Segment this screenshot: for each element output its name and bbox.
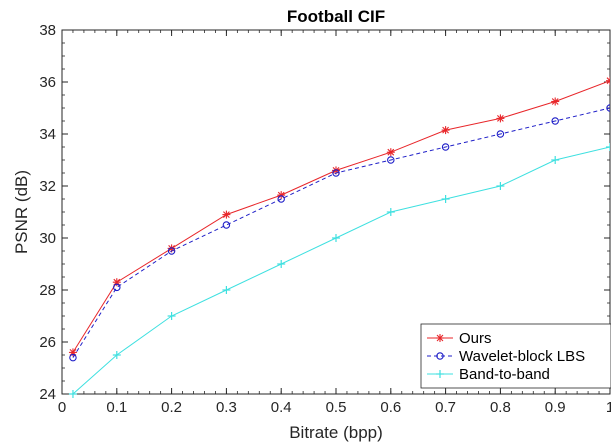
plot-axes: 0 0.1 0.2 0.3 0.4 0.5 0.6 0.7 0.8 0.9 1 24 26 28 30 32 3… <box>39 22 611 416</box>
y-tick-label: 24 <box>39 386 56 403</box>
x-tick-label: 0.9 <box>545 399 566 416</box>
y-tick-label: 30 <box>39 230 56 247</box>
data-point-wavelet-block-lbs <box>113 283 121 292</box>
series-ours <box>68 76 610 357</box>
y-tick-label: 26 <box>39 334 56 351</box>
series-line-wavelet-block-lbs <box>72 107 610 358</box>
circle-marker <box>496 130 505 138</box>
data-point-band-to-band <box>68 390 77 398</box>
legend-marker <box>436 370 444 378</box>
data-point-wavelet-block-lbs <box>167 247 176 255</box>
data-point-wavelet-block-lbs <box>69 353 77 362</box>
asterisk-marker-d2 <box>69 349 77 356</box>
circle-marker <box>222 221 231 229</box>
circle-marker <box>387 156 395 164</box>
x-tick-label: 0.5 <box>326 399 347 416</box>
data-point-wavelet-block-lbs <box>441 143 450 151</box>
legend-entry-wavelet-block-lbs: Wavelet-block LBS <box>427 348 585 365</box>
series-band-to-band <box>68 143 610 398</box>
circle-marker <box>113 283 121 292</box>
legend-box <box>420 323 611 389</box>
data-point-wavelet-block-lbs <box>222 221 231 229</box>
asterisk-marker-d1 <box>606 77 610 82</box>
x-axis-title: Bitrate (bpp) <box>289 423 383 442</box>
asterisk-marker-d2 <box>497 115 504 122</box>
x-tick-label: 0.2 <box>161 399 182 416</box>
data-point-wavelet-block-lbs <box>387 156 395 164</box>
x-tick-label: 1 <box>606 399 611 416</box>
asterisk-marker-d2 <box>113 278 121 286</box>
asterisk-marker-d2 <box>277 191 285 199</box>
data-point-band-to-band <box>277 260 286 268</box>
data-point-band-to-band <box>551 156 560 164</box>
asterisk-marker-d2 <box>223 211 230 218</box>
circle-marker <box>436 352 444 360</box>
data-point-band-to-band <box>441 195 450 203</box>
data-point-ours <box>277 191 286 200</box>
data-point-band-to-band <box>112 351 121 359</box>
chart-title: Football CIF <box>287 7 385 26</box>
series-line-ours <box>72 80 610 353</box>
x-tick-label: 0 <box>58 399 66 416</box>
data-point-wavelet-block-lbs <box>606 104 610 112</box>
y-tick-label: 34 <box>39 126 56 143</box>
data-point-ours <box>606 76 610 85</box>
x-tick-label: 0.4 <box>271 399 292 416</box>
asterisk-marker-d2 <box>551 98 559 105</box>
data-point-ours <box>112 278 121 287</box>
series-wavelet-block-lbs <box>69 104 610 362</box>
asterisk-marker-d2 <box>606 79 610 85</box>
legend-label: Ours <box>459 330 492 347</box>
data-point-ours <box>386 148 395 157</box>
asterisk-marker-d2 <box>168 245 175 252</box>
circle-marker <box>551 117 559 125</box>
legend-entry-band-to-band: Band-to-band <box>427 366 550 383</box>
data-point-band-to-band <box>332 234 340 242</box>
x-tick-label: 0.6 <box>380 399 401 416</box>
legend-marker <box>436 334 444 342</box>
data-point-ours <box>551 97 560 106</box>
y-tick-label: 36 <box>39 74 56 91</box>
asterisk-marker-d2 <box>442 126 449 134</box>
legend-entry-ours: Ours <box>427 330 492 347</box>
data-point-ours <box>222 210 231 219</box>
data-point-wavelet-block-lbs <box>551 117 559 125</box>
y-tick-label: 38 <box>39 22 56 39</box>
circle-marker <box>277 195 285 203</box>
data-point-wavelet-block-lbs <box>277 195 285 203</box>
x-tick-label: 0.8 <box>490 399 511 416</box>
data-point-band-to-band <box>606 143 610 151</box>
data-point-band-to-band <box>222 286 231 294</box>
asterisk-marker-d2 <box>387 148 395 156</box>
x-tick-label: 0.7 <box>435 399 456 416</box>
data-point-band-to-band <box>167 312 176 320</box>
legend-label: Band-to-band <box>459 366 550 383</box>
data-point-wavelet-block-lbs <box>496 130 505 138</box>
asterisk-marker-d2 <box>436 334 444 342</box>
data-point-wavelet-block-lbs <box>332 169 340 177</box>
x-tick-label: 0.3 <box>216 399 237 416</box>
circle-marker <box>69 353 77 362</box>
data-point-ours <box>496 114 505 123</box>
legend-marker <box>436 352 444 360</box>
circle-marker <box>167 247 176 255</box>
data-point-ours <box>441 126 450 135</box>
x-tick-label: 0.1 <box>106 399 127 416</box>
asterisk-marker-d2 <box>332 167 340 174</box>
y-tick-label: 32 <box>39 178 56 195</box>
series-layer <box>68 76 610 398</box>
data-point-band-to-band <box>496 182 505 190</box>
circle-marker <box>332 169 340 177</box>
y-tick-label: 28 <box>39 282 56 299</box>
legend-label: Wavelet-block LBS <box>459 348 585 365</box>
y-axis-title: PSNR (dB) <box>12 170 31 254</box>
circle-marker <box>606 104 610 112</box>
data-point-band-to-band <box>386 208 395 216</box>
circle-marker <box>441 143 450 151</box>
